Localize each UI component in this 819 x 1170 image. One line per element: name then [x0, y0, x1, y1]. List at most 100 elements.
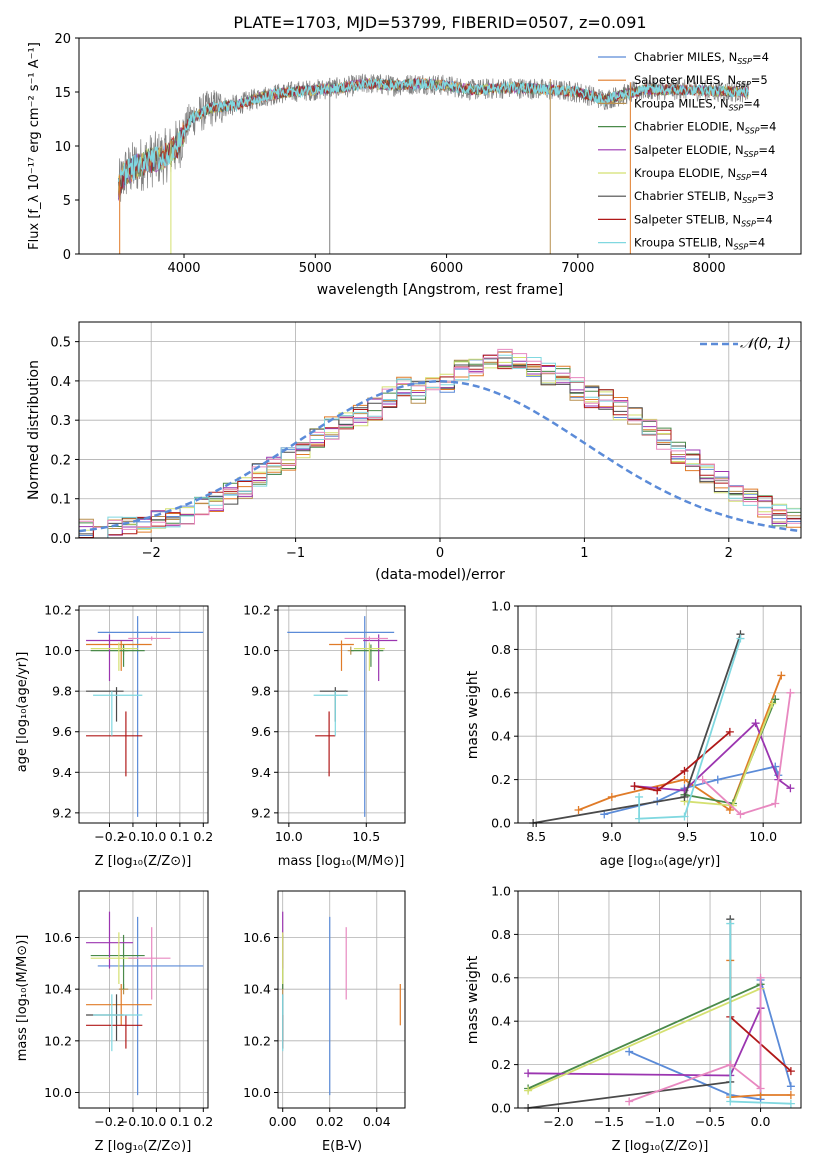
spectrum-xtick-label: 5000	[299, 261, 332, 276]
legend-label: Salpeter ELODIE, NSSP=4	[634, 143, 775, 159]
residual-ytick-label: 0.1	[50, 493, 71, 508]
xtick-label: 10.0	[275, 829, 303, 844]
mass-z-ylabel: mass [log₁₀(M/M⊙)]	[15, 935, 30, 1062]
legend-label-tail: =4	[758, 143, 775, 157]
ytick-label: 10.4	[243, 982, 271, 997]
axes-frame	[78, 605, 209, 824]
marker	[635, 814, 644, 823]
weight-z-ylabel: mass weight	[465, 955, 481, 1044]
xtick-label: 9.0	[602, 829, 622, 844]
ytick-label: 9.8	[52, 684, 72, 699]
spectrum-xtick-label: 4000	[167, 261, 200, 276]
legend-label: Salpeter STELIB, NSSP=4	[634, 212, 773, 228]
residual-ytick-label: 0.0	[50, 532, 71, 547]
xtick-label: 10.5	[352, 829, 380, 844]
marker	[751, 719, 760, 728]
ytick-label: 0.6	[491, 685, 511, 700]
marker	[736, 634, 745, 643]
residual-histograms	[79, 348, 801, 538]
spectrum-xtick-label: 8000	[693, 261, 726, 276]
ytick-label: 10.0	[44, 1085, 72, 1100]
xtick-label: −0.5	[695, 1114, 725, 1129]
xtick-label: −0.1	[118, 1114, 148, 1129]
spectrum-lines	[117, 73, 750, 254]
ytick-label: 0.8	[491, 927, 511, 942]
age-vs-mass-panel: 10.0 10.5 9.2 9.4 9.6 9.8 10.0 10.2	[243, 603, 406, 844]
legend-label-tail: =3	[757, 189, 774, 203]
residual-panel: −2 −1 0 1 2 0.0 0.1 0.2 0.3 0.4 0.5 (data-model)/e…	[26, 321, 802, 583]
residual-xtick-label: −1	[286, 546, 305, 561]
ytick-label: 9.6	[251, 724, 271, 739]
legend-label-text: Salpeter STELIB, N	[634, 212, 741, 226]
legend-label-sub: SSP	[737, 57, 752, 66]
spectrum-ylabel: Flux [f_λ 10⁻¹⁷ erg cm⁻² s⁻¹ A⁻¹]	[27, 42, 42, 250]
legend-label-text: Chabrier ELODIE, N	[634, 120, 745, 134]
xtick-label: 0.2	[193, 1114, 213, 1129]
legend-label: Chabrier ELODIE, NSSP=4	[634, 120, 776, 136]
axes-frame	[78, 890, 209, 1109]
legend-label-sub: SSP	[742, 196, 757, 205]
ytick-label: 0.2	[491, 772, 511, 787]
xtick-label: 0.04	[363, 1114, 391, 1129]
marker	[736, 810, 745, 819]
legend-label: Chabrier STELIB, NSSP=3	[634, 189, 774, 205]
age-vs-metallicity-panel: −0.2−0.10.0 0.1 0.2 9.2 9.4 9.6 9.8 10.0 10.2	[44, 603, 213, 844]
mass-z-xlabel: Z [log₁₀(Z/Z⊙)]	[95, 1139, 192, 1154]
marker	[625, 1047, 634, 1056]
ytick-label: 9.2	[251, 805, 271, 820]
marker	[786, 784, 795, 793]
legend-label-tail: =4	[756, 212, 773, 226]
gaussian-legend-label: 𝒩(0, 1)	[740, 336, 791, 352]
xtick-label: 10.0	[749, 829, 777, 844]
residual-histogram	[79, 354, 801, 538]
xtick-label: 0.00	[269, 1114, 297, 1129]
legend-label-text: Kroupa MILES, N	[634, 96, 729, 110]
ytick-label: 10.2	[243, 603, 271, 618]
axes-frame	[277, 890, 406, 1109]
spectrum-xlabel: wavelength [Angstrom, rest frame]	[317, 282, 563, 298]
panel-marks	[524, 915, 795, 1112]
marker	[680, 792, 689, 801]
weight-line	[634, 731, 731, 792]
weight-line	[527, 987, 761, 1092]
mass-vs-ebv-panel: 0.00 0.02 0.04 10.0 10.2 10.4 10.6	[243, 890, 406, 1129]
marker	[786, 1090, 795, 1099]
weight-line	[684, 703, 774, 807]
ytick-label: 10.6	[44, 930, 72, 945]
gaussian-curve	[79, 380, 801, 533]
xtick-label: 0.1	[170, 1114, 190, 1129]
ytick-label: 9.2	[52, 805, 72, 820]
marker	[625, 1097, 634, 1106]
panel-marks	[282, 911, 401, 1096]
weight-age-xlabel: age [log₁₀(age/yr)]	[600, 854, 721, 869]
age-z-ylabel: age [log₁₀(age/yr)]	[15, 652, 30, 773]
weight-line	[527, 983, 761, 1090]
legend-label-tail: =5	[751, 73, 768, 87]
spectrum-plot-area	[117, 73, 750, 254]
marker	[756, 973, 765, 982]
residual-xtick-label: 0	[436, 546, 444, 561]
xtick-label: 0.2	[193, 829, 213, 844]
spectrum-panel: 4000 5000 6000 7000 8000 0 5 10 15 20 wavelength …	[27, 32, 802, 298]
residual-ylabel: Normed distribution	[26, 360, 42, 500]
residual-ticks: −2 −1 0 1 2 0.0 0.1 0.2 0.3 0.4 0.5	[50, 336, 733, 561]
xtick-label: −1.5	[594, 1114, 624, 1129]
ytick-label: 9.4	[52, 765, 72, 780]
ytick-label: 9.8	[251, 684, 271, 699]
xtick-label: −0.1	[118, 829, 148, 844]
residual-xtick-label: −2	[142, 546, 161, 561]
axes-frame	[517, 605, 802, 824]
marker	[698, 775, 707, 784]
mass-ebv-xlabel: E(B-V)	[322, 1139, 362, 1154]
weight-line	[638, 638, 742, 820]
spectrum-xtick-label: 6000	[430, 261, 463, 276]
residual-ytick-label: 0.3	[50, 414, 71, 429]
marker	[713, 775, 722, 784]
marker	[635, 792, 644, 801]
marker	[524, 1086, 533, 1095]
weight-age-ylabel: mass weight	[465, 670, 481, 759]
ytick-label: 10.2	[44, 1033, 72, 1048]
legend-label-sub: SSP	[736, 173, 751, 182]
legend-label-sub: SSP	[741, 219, 756, 228]
